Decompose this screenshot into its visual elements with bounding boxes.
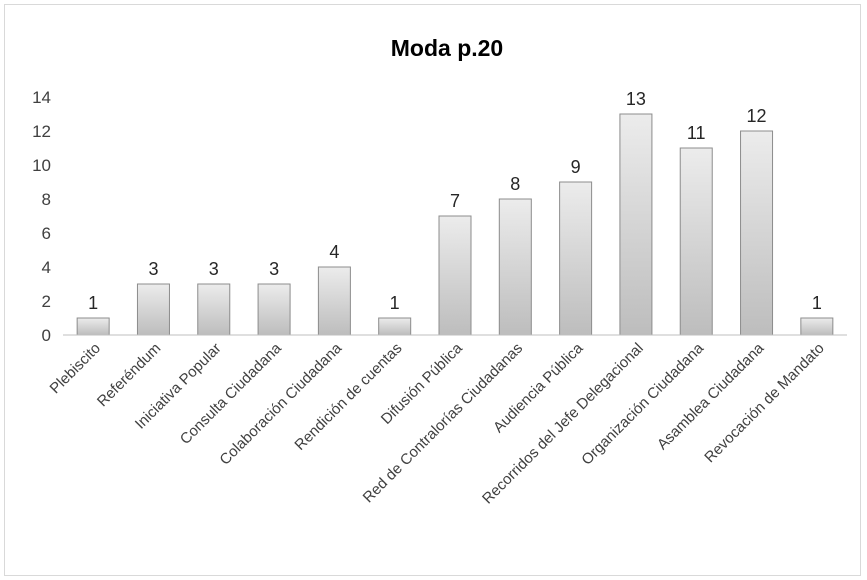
data-label: 13 <box>626 89 646 109</box>
data-label: 4 <box>329 242 339 262</box>
data-label: 12 <box>747 106 767 126</box>
bar <box>800 317 834 336</box>
data-label: 8 <box>510 174 520 194</box>
bar <box>378 317 412 336</box>
y-tick-label: 2 <box>42 292 51 311</box>
category-label: Asamblea Ciudadana <box>654 339 768 453</box>
data-label: 3 <box>269 259 279 279</box>
chart-frame: Moda p.20 0 2 4 6 8 10 12 14 1 3 3 3 4 1 7 8 9 13 11 12 1 P… <box>4 4 861 576</box>
category-label: Rendición de cuentas <box>291 340 405 454</box>
chart-title: Moda p.20 <box>391 35 503 61</box>
bar <box>740 130 774 336</box>
y-tick-label: 12 <box>32 122 51 141</box>
data-label: 9 <box>571 157 581 177</box>
category-label: Revocación de Mandato <box>701 340 827 466</box>
bar <box>317 266 351 336</box>
y-tick-label: 14 <box>32 88 51 107</box>
bar <box>559 181 593 336</box>
data-label: 7 <box>450 191 460 211</box>
data-label: 3 <box>148 259 158 279</box>
category-label: Consulta Ciudadana <box>177 339 286 448</box>
bar <box>257 283 291 336</box>
y-tick-label: 8 <box>42 190 51 209</box>
data-label: 3 <box>209 259 219 279</box>
bar <box>619 113 653 336</box>
y-tick-label: 0 <box>42 326 51 345</box>
y-tick-label: 4 <box>42 258 51 277</box>
data-label: 1 <box>390 293 400 313</box>
data-label: 1 <box>88 293 98 313</box>
bar <box>679 147 713 336</box>
bar <box>76 317 110 336</box>
category-label: Plebiscito <box>47 340 104 397</box>
category-label: Colaboración Ciudadana <box>216 339 345 468</box>
bar <box>438 215 472 336</box>
bar <box>136 283 170 336</box>
bar <box>498 198 532 336</box>
y-axis-ticks: 0 2 4 6 8 10 12 14 <box>32 88 51 345</box>
category-label: Organización Ciudadana <box>578 339 707 468</box>
y-tick-label: 6 <box>42 224 51 243</box>
bars <box>76 113 834 336</box>
y-tick-label: 10 <box>32 156 51 175</box>
data-label: 1 <box>812 293 822 313</box>
data-label: 11 <box>687 123 706 143</box>
bar <box>197 283 231 336</box>
